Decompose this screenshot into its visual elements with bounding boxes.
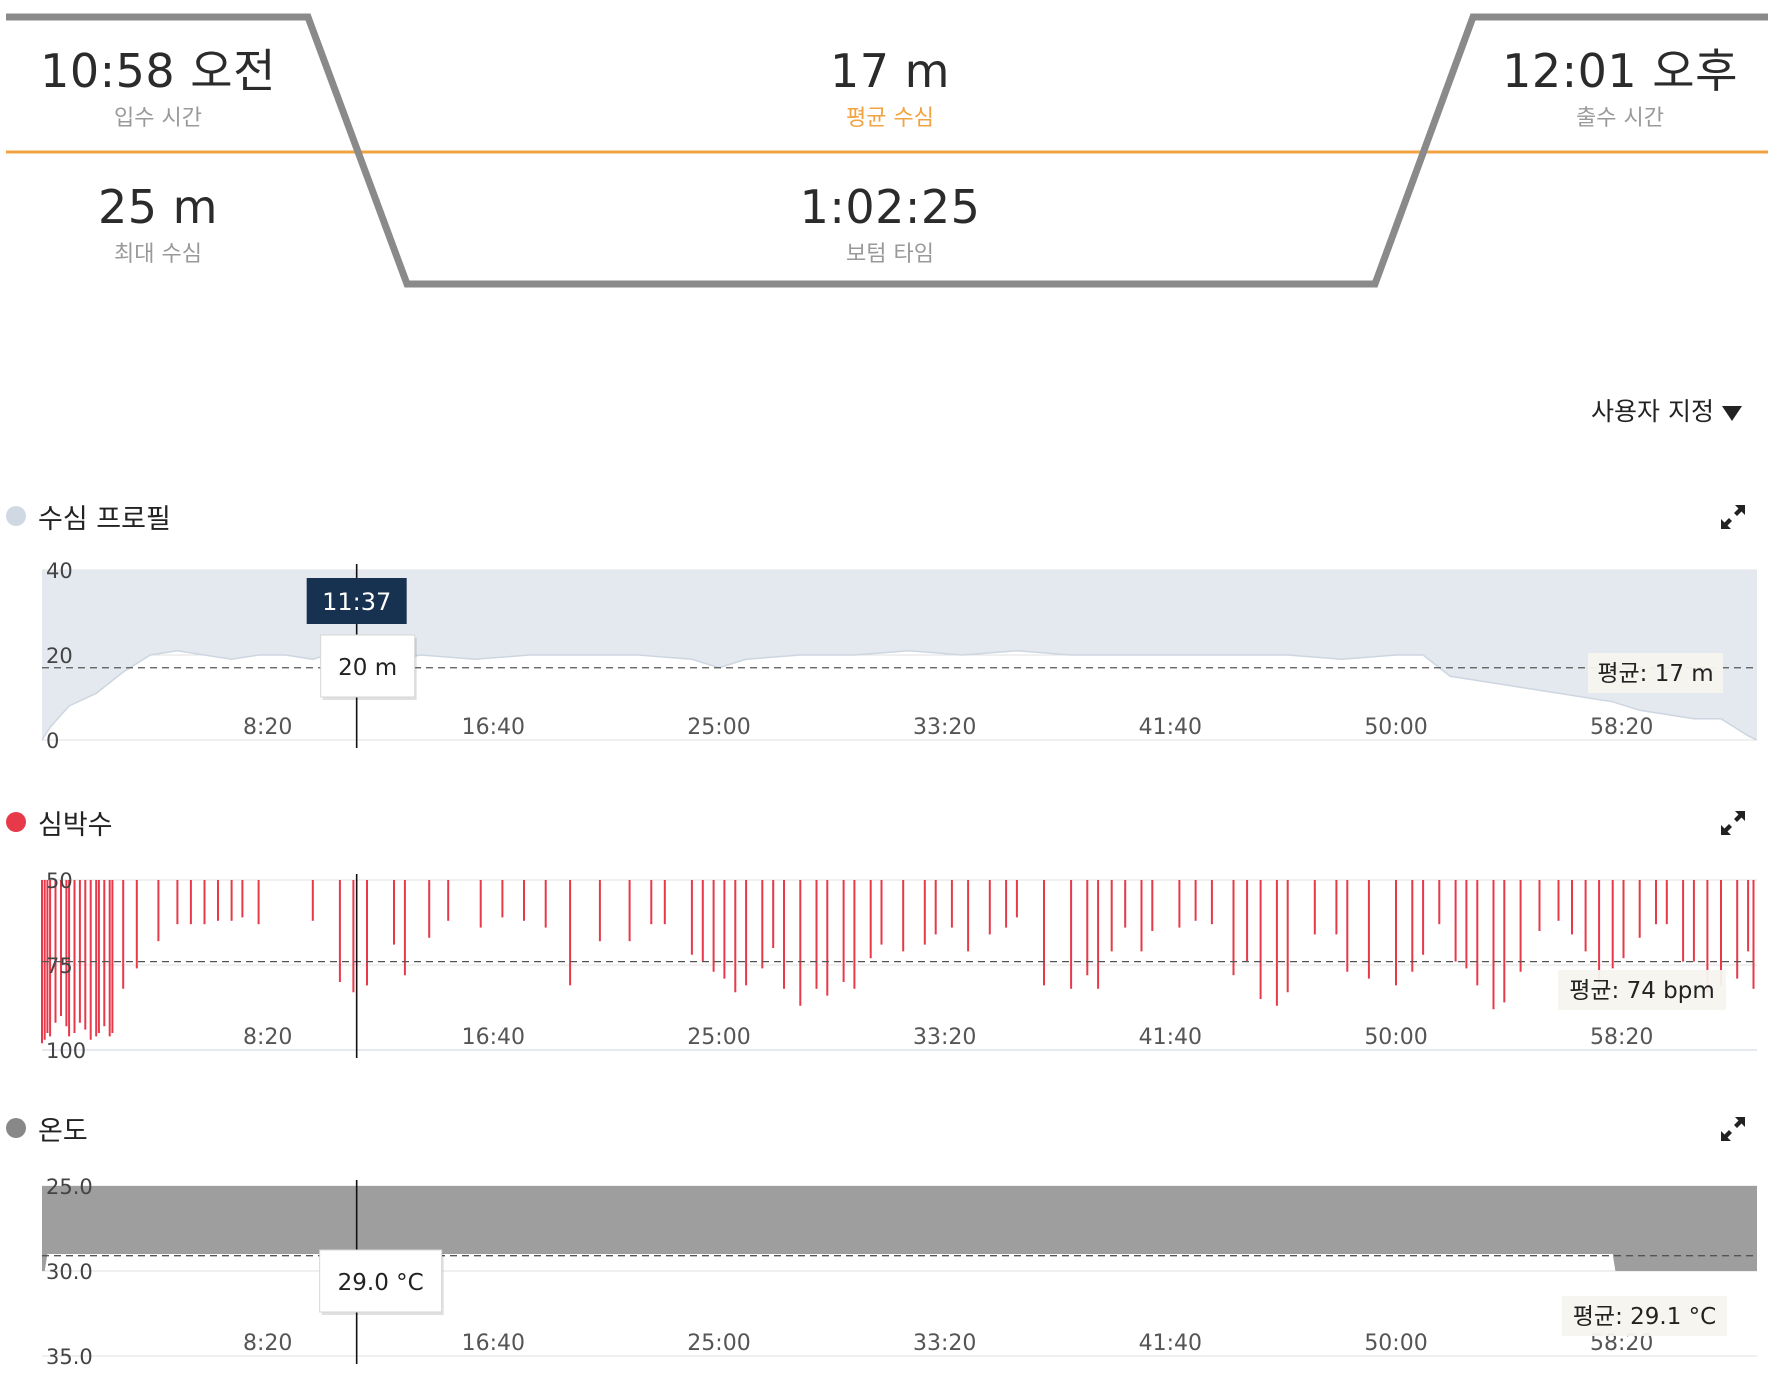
y-tick-label: 25.0 [46, 1175, 93, 1199]
x-tick-label: 41:40 [1139, 715, 1202, 740]
y-tick-label: 100 [46, 1039, 86, 1063]
heart-rate-chart[interactable]: 100 75 50 8:20 16:40 25:00 33:20 41:40 50:00 58:2… [0, 860, 1774, 1070]
x-tick-label: 41:40 [1139, 1025, 1202, 1050]
dive-profile-graphic [6, 13, 1768, 288]
depth-chart-title: 수심 프로필 [38, 503, 171, 535]
x-tick-label: 8:20 [243, 1025, 292, 1050]
depth-area [42, 570, 1757, 740]
avg-depth-label: 평균 수심 [846, 106, 934, 131]
bottom-time-stat: 1:02:25 보텀 타임 [740, 184, 1040, 268]
dropdown-triangle-icon [1722, 405, 1742, 421]
value-tooltip [320, 634, 416, 698]
x-tick-label: 8:20 [243, 715, 292, 740]
expand-icon [1721, 811, 1745, 835]
x-tick-label: 50:00 [1364, 715, 1427, 740]
heart-chart-title: 심박수 [38, 809, 113, 841]
tooltip-value: 20 m [338, 655, 397, 681]
x-tick-label: 16:40 [462, 715, 525, 740]
customize-dropdown[interactable]: 사용자 지정 [1591, 392, 1742, 428]
y-tick-label: 20 [46, 644, 73, 668]
heart-expand-button[interactable] [1718, 808, 1748, 838]
max-depth-stat: 25 m 최대 수심 [20, 184, 296, 268]
x-tick-label: 50:00 [1364, 1331, 1427, 1356]
average-label: 평균: 29.1 °C [1573, 1304, 1716, 1330]
x-tick-label: 41:40 [1139, 1331, 1202, 1356]
y-tick-label: 75 [46, 954, 73, 978]
x-tick-label: 25:00 [687, 715, 750, 740]
y-tick-label: 0 [46, 729, 59, 753]
average-label: 평균: 74 bpm [1569, 978, 1715, 1004]
depth-expand-button[interactable] [1718, 502, 1748, 532]
x-tick-label: 25:00 [687, 1025, 750, 1050]
x-tick-label: 50:00 [1364, 1025, 1427, 1050]
temp-expand-button[interactable] [1718, 1114, 1748, 1144]
exit-time-label: 출수 시간 [1576, 106, 1664, 131]
average-badge [1562, 1296, 1727, 1336]
average-badge [1588, 653, 1723, 693]
y-tick-label: 30.0 [46, 1260, 93, 1284]
x-tick-label: 58:20 [1590, 715, 1653, 740]
y-tick-label: 35.0 [46, 1345, 93, 1369]
temp-chart-title: 온도 [38, 1115, 88, 1147]
time-tooltip [306, 578, 407, 624]
temp-chart-header: 온도 [6, 1110, 88, 1147]
depth-legend-dot [6, 506, 26, 526]
heart-chart-header: 심박수 [6, 804, 113, 841]
y-tick-label: 40 [46, 559, 73, 583]
average-badge [1558, 970, 1726, 1010]
entry-time-value: 10:58 오전 [40, 44, 276, 98]
x-tick-label: 33:20 [913, 1025, 976, 1050]
depth-chart-header: 수심 프로필 [6, 498, 171, 535]
tooltip-value: 29.0 °C [338, 1270, 424, 1296]
dive-trapezoid-outline [6, 13, 1768, 288]
x-tick-label: 16:40 [462, 1025, 525, 1050]
entry-time-label: 입수 시간 [114, 106, 202, 131]
tooltip-time: 11:37 [322, 588, 391, 616]
temp-legend-dot [6, 1118, 26, 1138]
x-tick-label: 33:20 [913, 715, 976, 740]
avg-depth-value: 17 m [830, 44, 950, 98]
bottom-time-value: 1:02:25 [799, 180, 981, 234]
depth-line [41, 641, 1758, 741]
y-tick-label: 50 [46, 869, 73, 893]
average-label: 평균: 17 m [1597, 661, 1713, 687]
depth-chart[interactable]: 0 20 40 8:20 16:40 25:00 33:20 41:40 50:00 58:20 1… [0, 550, 1774, 760]
max-depth-value: 25 m [98, 180, 218, 234]
customize-label: 사용자 지정 [1591, 397, 1714, 426]
heart-legend-dot [6, 812, 26, 832]
expand-icon [1721, 505, 1745, 529]
expand-icon [1721, 1117, 1745, 1141]
max-depth-label: 최대 수심 [114, 242, 202, 267]
x-tick-label: 33:20 [913, 1331, 976, 1356]
exit-time-value: 12:01 오후 [1502, 44, 1738, 98]
temperature-chart[interactable]: 35.0 30.0 25.0 8:20 16:40 25:00 33:20 41:40 50:0… [0, 1166, 1774, 1376]
x-tick-label: 16:40 [462, 1331, 525, 1356]
entry-time-stat: 10:58 오전 입수 시간 [20, 48, 296, 132]
value-tooltip [319, 1249, 443, 1313]
x-tick-label: 8:20 [243, 1331, 292, 1356]
temperature-area [42, 1186, 1757, 1271]
avg-depth-stat: 17 m 평균 수심 [740, 48, 1040, 132]
exit-time-stat: 12:01 오후 출수 시간 [1480, 48, 1760, 132]
x-tick-label: 25:00 [687, 1331, 750, 1356]
bottom-time-label: 보텀 타임 [846, 242, 934, 267]
x-tick-label: 58:20 [1590, 1025, 1653, 1050]
